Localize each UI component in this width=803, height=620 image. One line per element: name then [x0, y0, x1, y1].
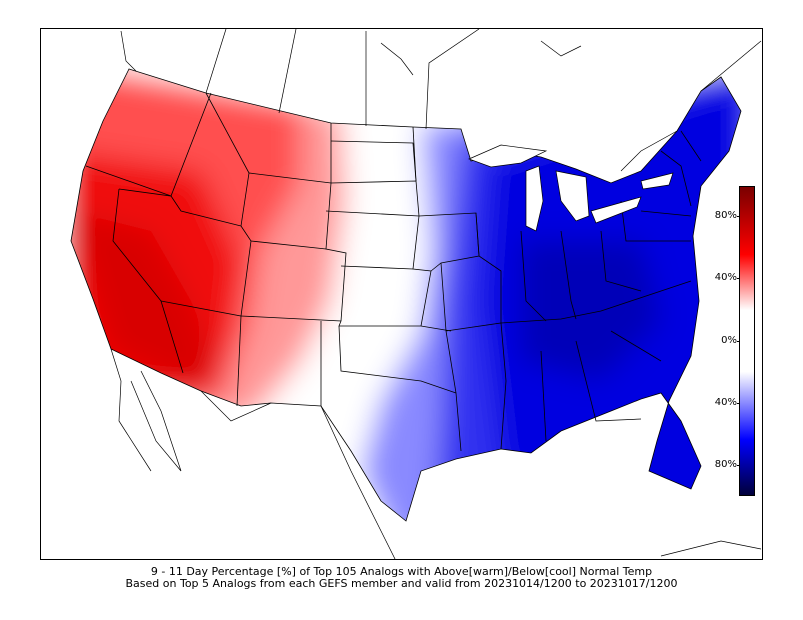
colorbar-tick	[737, 278, 740, 279]
context-borders	[110, 29, 762, 559]
colorbar-tick-label: 80%	[714, 210, 737, 221]
us-temperature-map	[70, 29, 762, 559]
temperature-field	[71, 69, 741, 521]
colorbar-tick-label: 40%	[714, 272, 737, 283]
caption-line-1: 9 - 11 Day Percentage [%] of Top 105 Ana…	[150, 565, 653, 578]
colorbar-tick	[737, 341, 740, 342]
map-frame	[40, 28, 763, 560]
colorbar	[739, 186, 755, 496]
map-caption: 9 - 11 Day Percentage [%] of Top 105 Ana…	[0, 566, 803, 590]
colorbar-tick-label: 0%	[721, 335, 737, 346]
colorbar-tick-label: 80%	[714, 459, 737, 470]
colorbar-tick	[737, 403, 740, 404]
colorbar-tick	[737, 465, 740, 466]
caption-line-2: Based on Top 5 Analogs from each GEFS me…	[125, 577, 678, 590]
state-borders	[70, 68, 742, 522]
colorbar-tick-label: 40%	[714, 397, 737, 408]
colorbar-tick	[737, 216, 740, 217]
great-lakes	[468, 144, 674, 232]
